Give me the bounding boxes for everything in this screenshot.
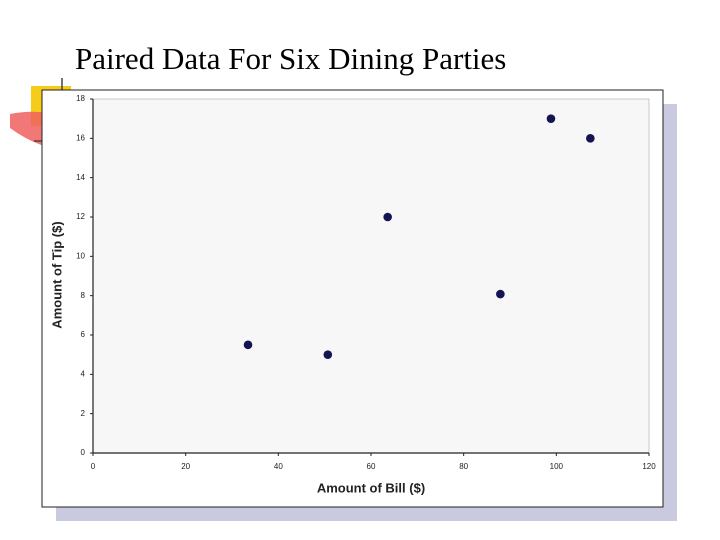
y-tick-label: 2 bbox=[81, 409, 86, 418]
point bbox=[383, 212, 392, 222]
x-tick-label: 80 bbox=[459, 462, 468, 471]
y-tick-label: 0 bbox=[81, 448, 86, 457]
y-tick-label: 14 bbox=[76, 173, 85, 182]
point bbox=[323, 350, 333, 359]
plot-area bbox=[92, 98, 650, 454]
x-tick-label: 0 bbox=[91, 462, 96, 471]
x-tick-label: 100 bbox=[550, 462, 564, 471]
x-tick-label: 40 bbox=[274, 462, 283, 471]
y-axis-title: Amount of Tip ($) bbox=[49, 221, 64, 328]
x-tick-label: 120 bbox=[642, 462, 656, 471]
y-tick-label: 8 bbox=[81, 291, 86, 300]
point bbox=[496, 289, 505, 299]
y-tick-label: 6 bbox=[81, 330, 86, 339]
y-tick-label: 12 bbox=[76, 212, 85, 221]
point bbox=[243, 340, 253, 350]
chart-title: Paired Data For Six Dining Parties bbox=[75, 41, 506, 76]
y-tick-label: 18 bbox=[76, 94, 85, 103]
point bbox=[586, 134, 595, 143]
x-tick-label: 20 bbox=[181, 462, 190, 471]
y-tick-label: 4 bbox=[81, 369, 86, 378]
point bbox=[546, 114, 556, 123]
y-tick-label: 10 bbox=[76, 251, 85, 260]
x-tick-label: 60 bbox=[367, 462, 376, 471]
x-axis-title: Amount of Bill ($) bbox=[317, 480, 425, 495]
y-tick-label: 16 bbox=[76, 133, 85, 142]
